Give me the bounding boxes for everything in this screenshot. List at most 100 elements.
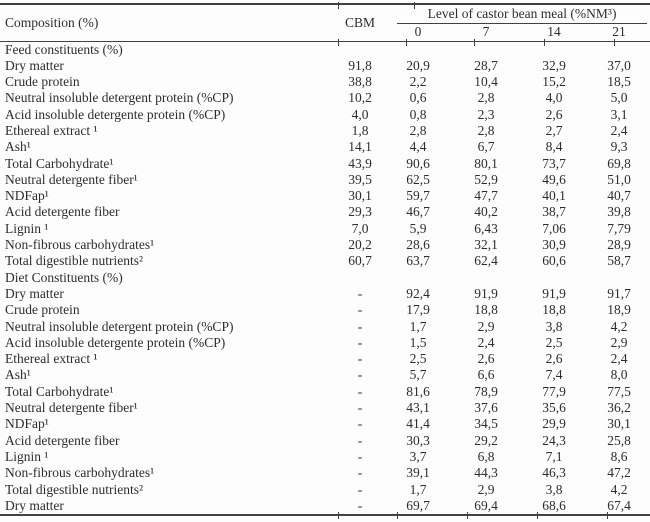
level-value: 15,2 — [542, 74, 566, 90]
level-value: 9,3 — [610, 139, 628, 155]
level-value: 6,6 — [477, 367, 495, 383]
column-divider-tick — [338, 512, 339, 519]
level-value: 10,4 — [474, 74, 498, 90]
level-value: 91,9 — [542, 285, 566, 301]
level-value: 58,7 — [607, 253, 631, 269]
row-label: Dry matter — [5, 57, 64, 73]
row-label: Neutral insoluble detergent protein (%CP… — [5, 318, 234, 334]
level-value: 40,2 — [474, 204, 498, 220]
level-value: 2,4 — [477, 334, 495, 350]
table-row: Acid detergente fiber - 30,3 29,2 24,3 25,8 — [0, 433, 650, 449]
row-label: Neutral detergente fiber¹ — [5, 400, 138, 416]
level-value: 35,6 — [542, 400, 566, 416]
level-value: 2,3 — [477, 106, 495, 122]
level-value: 0,8 — [409, 106, 427, 122]
column-header-level-14: 14 — [520, 24, 588, 42]
row-label: Lignin ¹ — [5, 220, 49, 236]
level-value: 39,8 — [607, 204, 631, 220]
cbm-value: 4,0 — [351, 106, 369, 122]
level-value: 39,1 — [406, 465, 430, 481]
cbm-value: - — [357, 383, 363, 399]
level-value: 47,2 — [607, 465, 631, 481]
cbm-value: 7,0 — [351, 220, 369, 236]
level-value: 7,79 — [607, 220, 631, 236]
column-divider-tick — [614, 39, 615, 46]
row-label: Non-fibrous carbohydrates¹ — [5, 237, 155, 253]
cbm-value: - — [357, 318, 363, 334]
level-value: 2,2 — [409, 74, 427, 90]
level-value: 46,3 — [542, 465, 566, 481]
level-value: 49,6 — [542, 171, 566, 187]
level-value: 92,4 — [406, 285, 430, 301]
level-value: 7,4 — [545, 367, 563, 383]
row-label: Total digestible nutrients² — [5, 253, 144, 269]
level-value: 5,0 — [610, 90, 628, 106]
level-value: 1,5 — [409, 334, 427, 350]
level-value: 18,8 — [474, 302, 498, 318]
row-label: NDFap¹ — [5, 188, 49, 204]
table-row: Dry matter - 69,7 69,4 68,6 67,4 — [0, 498, 650, 515]
column-divider-tick — [544, 39, 545, 46]
table-row: Non-fibrous carbohydrates¹ - 39,1 44,3 46,3 4… — [0, 465, 650, 481]
cbm-value: - — [357, 448, 363, 464]
level-value: 63,7 — [406, 253, 430, 269]
level-value: 28,6 — [406, 237, 430, 253]
cbm-value: 14,1 — [348, 139, 372, 155]
level-value: 29,2 — [474, 432, 498, 448]
level-value: 18,8 — [542, 302, 566, 318]
row-label: Ethereal extract ¹ — [5, 351, 98, 367]
row-label: Dry matter — [5, 497, 64, 513]
table-row: Acid insoluble detergente protein (%CP) 4… — [0, 107, 650, 123]
level-value: 80,1 — [474, 155, 498, 171]
level-value: 69,4 — [474, 497, 498, 513]
level-value: 6,8 — [477, 448, 495, 464]
level-value: 73,7 — [542, 155, 566, 171]
table-row: Crude protein 38,8 2,2 10,4 15,2 18,5 — [0, 74, 650, 90]
level-value: 40,1 — [542, 188, 566, 204]
table-row: Acid detergente fiber 29,3 46,7 40,2 38,7 39,… — [0, 204, 650, 220]
level-value: 41,4 — [406, 416, 430, 432]
level-value: 67,4 — [607, 497, 631, 513]
table-row: Acid insoluble detergente protein (%CP) -… — [0, 335, 650, 351]
section-title-row: Diet Constituents (%) — [0, 270, 650, 286]
level-value: 0,6 — [409, 90, 427, 106]
row-label: Non-fibrous carbohydrates¹ — [5, 465, 155, 481]
row-label: Total Carbohydrate¹ — [5, 383, 114, 399]
row-label: Acid detergente fiber — [5, 432, 120, 448]
level-value: 37,0 — [607, 57, 631, 73]
table-row: NDFap¹ - 41,4 34,5 29,9 30,1 — [0, 416, 650, 432]
table-row: Neutral detergente fiber¹ - 43,1 37,6 35,6 36… — [0, 400, 650, 416]
level-value: 25,8 — [607, 432, 631, 448]
row-label: Total digestible nutrients² — [5, 481, 144, 497]
cbm-value: - — [357, 481, 363, 497]
level-value: 7,06 — [542, 220, 566, 236]
level-value: 91,7 — [607, 285, 631, 301]
column-group-header-label: Level of castor bean meal (%NM³) — [397, 6, 648, 24]
table-row: Ash¹ - 5,7 6,6 7,4 8,0 — [0, 367, 650, 383]
level-value: 43,1 — [406, 400, 430, 416]
cbm-value: - — [357, 334, 363, 350]
level-value: 59,7 — [406, 188, 430, 204]
level-value: 2,7 — [545, 122, 563, 138]
column-divider-tick — [397, 512, 398, 519]
level-value: 4,0 — [545, 90, 563, 106]
level-value: 32,9 — [542, 57, 566, 73]
level-value: 2,9 — [610, 334, 628, 350]
level-value: 32,1 — [474, 237, 498, 253]
row-label: Acid insoluble detergente protein (%CP) — [5, 106, 226, 122]
cbm-value: 43,9 — [348, 155, 372, 171]
level-value: 2,9 — [477, 481, 495, 497]
level-value: 1,7 — [409, 318, 427, 334]
column-divider-tick — [338, 2, 339, 9]
table-row: NDFap¹ 30,1 59,7 47,7 40,1 40,7 — [0, 188, 650, 204]
row-label: Neutral detergente fiber¹ — [5, 171, 138, 187]
row-label: Total Carbohydrate¹ — [5, 155, 114, 171]
table-row: Total digestible nutrients² - 1,7 2,9 3,8 4,2 — [0, 482, 650, 498]
level-value: 69,7 — [406, 497, 430, 513]
level-value: 40,7 — [607, 188, 631, 204]
level-value: 2,9 — [477, 318, 495, 334]
level-value: 4,2 — [610, 481, 628, 497]
cbm-value: 10,2 — [348, 90, 372, 106]
level-value: 8,0 — [610, 367, 628, 383]
level-value: 81,6 — [406, 383, 430, 399]
